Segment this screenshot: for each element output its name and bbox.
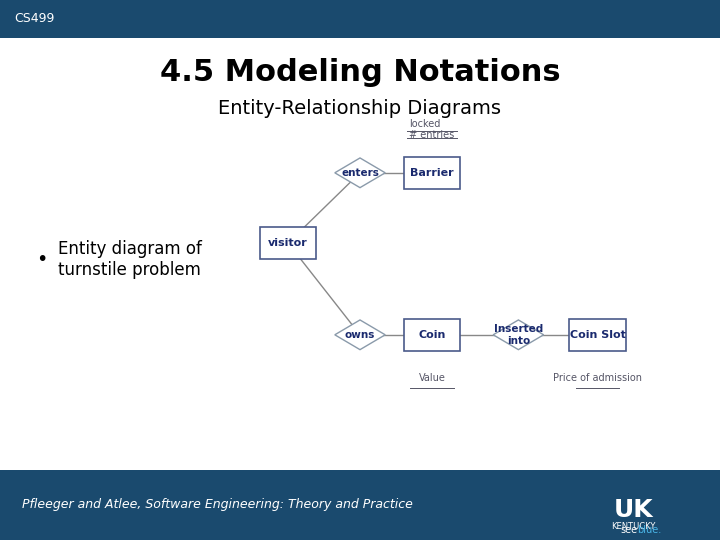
Polygon shape — [335, 320, 385, 350]
Text: see: see — [620, 524, 637, 535]
Text: Coin Slot: Coin Slot — [570, 330, 626, 340]
FancyBboxPatch shape — [260, 227, 317, 259]
Text: enters: enters — [341, 168, 379, 178]
Polygon shape — [335, 158, 385, 187]
Text: locked
# entries: locked # entries — [410, 119, 454, 140]
Text: •: • — [36, 249, 48, 269]
Text: Entity diagram of
turnstile problem: Entity diagram of turnstile problem — [58, 240, 202, 279]
Text: Entity-Relationship Diagrams: Entity-Relationship Diagrams — [218, 98, 502, 118]
Text: owns: owns — [345, 330, 375, 340]
Text: KENTUCKY: KENTUCKY — [611, 522, 656, 531]
Text: 4.5 Modeling Notations: 4.5 Modeling Notations — [160, 58, 560, 87]
FancyBboxPatch shape — [403, 319, 461, 351]
Polygon shape — [493, 320, 544, 350]
FancyBboxPatch shape — [403, 157, 461, 188]
Text: Value: Value — [418, 373, 446, 383]
FancyBboxPatch shape — [0, 0, 720, 38]
Text: blue.: blue. — [637, 524, 662, 535]
Text: UK: UK — [613, 498, 654, 522]
Text: Coin: Coin — [418, 330, 446, 340]
Text: Inserted
into: Inserted into — [494, 324, 543, 346]
Text: CS499: CS499 — [14, 12, 55, 25]
FancyBboxPatch shape — [0, 470, 720, 540]
Text: Barrier: Barrier — [410, 168, 454, 178]
Text: Price of admission: Price of admission — [553, 373, 642, 383]
Text: Pfleeger and Atlee, Software Engineering: Theory and Practice: Pfleeger and Atlee, Software Engineering… — [22, 498, 413, 511]
FancyBboxPatch shape — [569, 319, 626, 351]
Text: visitor: visitor — [268, 238, 308, 248]
